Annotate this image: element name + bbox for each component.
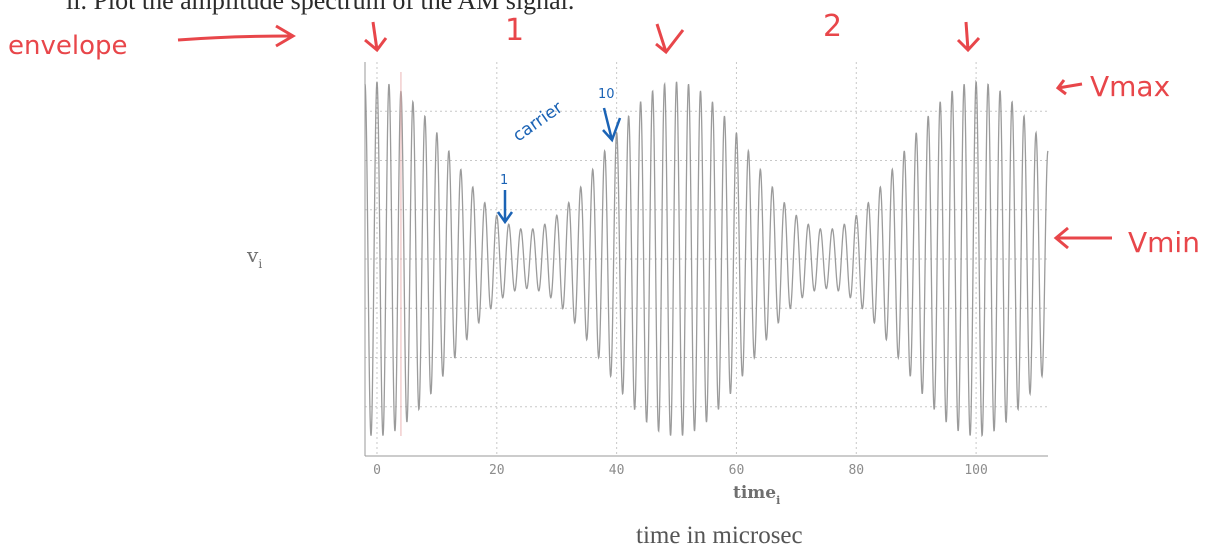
label-2: 2 (823, 9, 842, 44)
carrier-annotation: carrier (509, 98, 566, 146)
carrier-count-1: 1 (500, 173, 508, 188)
x-tick-label: 60 (729, 463, 745, 478)
peak-arrow-1 (364, 21, 388, 53)
peak-arrow-3 (956, 21, 981, 53)
x-axis-label: timei (733, 483, 780, 507)
x-tick-label: 40 (609, 463, 625, 478)
vmin-arrow (1053, 226, 1112, 250)
envelope-arrow (177, 34, 293, 42)
x-tick-label: 100 (964, 463, 987, 478)
vmax-arrow (1055, 79, 1083, 96)
vmax-annotation: Vmax (1090, 70, 1170, 103)
am-signal-series (364, 72, 1049, 438)
x-tick-label: 20 (489, 463, 505, 478)
chart-axes (364, 62, 1048, 457)
vmin-annotation: Vmin (1128, 226, 1200, 259)
x-tick-labels: 0 20 40 60 80 100 (373, 463, 988, 478)
peak-arrow-2 (655, 23, 685, 55)
question-text: ii. Plot the amplitude spectrum of the A… (66, 0, 575, 15)
axis-caption: time in microsec (636, 522, 803, 549)
x-tick-label: 80 (848, 463, 864, 478)
envelope-annotation: envelope (8, 31, 128, 61)
am-signal-line (364, 79, 1049, 438)
label-1: 1 (505, 13, 524, 48)
carrier-arrow-1 (496, 190, 514, 225)
chart-grid (365, 62, 1048, 456)
envelope-arrowhead (275, 24, 296, 48)
carrier-count-10: 10 (598, 87, 615, 102)
carrier-arrow-10 (602, 107, 622, 143)
y-axis-label: vi (246, 243, 262, 271)
x-tick-label: 0 (373, 463, 381, 478)
